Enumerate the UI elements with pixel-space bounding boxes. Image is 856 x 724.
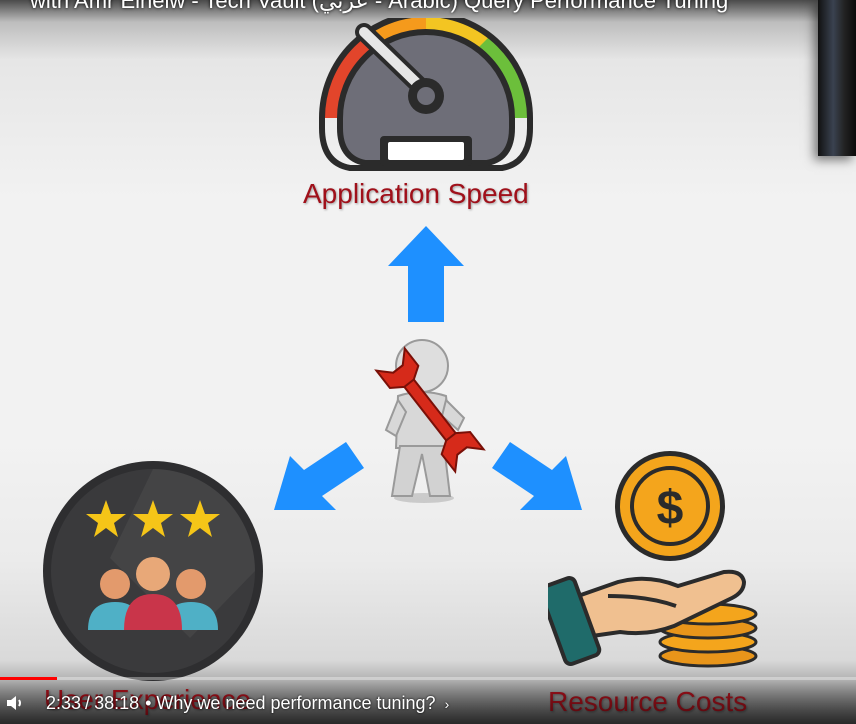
svg-text:$: $	[657, 482, 684, 535]
player-controls-bar	[0, 680, 856, 724]
progress-bar-fill	[0, 677, 58, 680]
chapter-title-button[interactable]: • Why we need performance tuning? ›	[145, 693, 449, 714]
speedometer-icon	[319, 18, 533, 171]
time-separator: /	[85, 692, 91, 713]
arrow-up-icon	[388, 226, 464, 322]
current-time: 2:33	[46, 692, 82, 713]
player-controls: 2:33 / 38:18 • Why we need performance t…	[0, 688, 449, 718]
duration: 38:18	[94, 692, 140, 713]
video-title: with Amr Elhelw - Tech Vault (عربي - Ara…	[30, 0, 729, 13]
application-speed-label: Application Speed	[303, 178, 529, 209]
mechanic-wrench-figure-icon	[374, 339, 486, 503]
arrow-down-left-icon	[274, 442, 364, 510]
webcam-overlay	[818, 0, 856, 156]
arrow-down-right-icon	[492, 442, 582, 510]
chapter-title: • Why we need performance tuning?	[145, 692, 436, 713]
chevron-right-icon: ›	[444, 695, 450, 712]
volume-icon[interactable]	[0, 693, 30, 713]
progress-bar[interactable]	[0, 677, 856, 680]
rating-users-icon	[43, 461, 263, 681]
coin-hand-icon: $	[548, 451, 758, 668]
